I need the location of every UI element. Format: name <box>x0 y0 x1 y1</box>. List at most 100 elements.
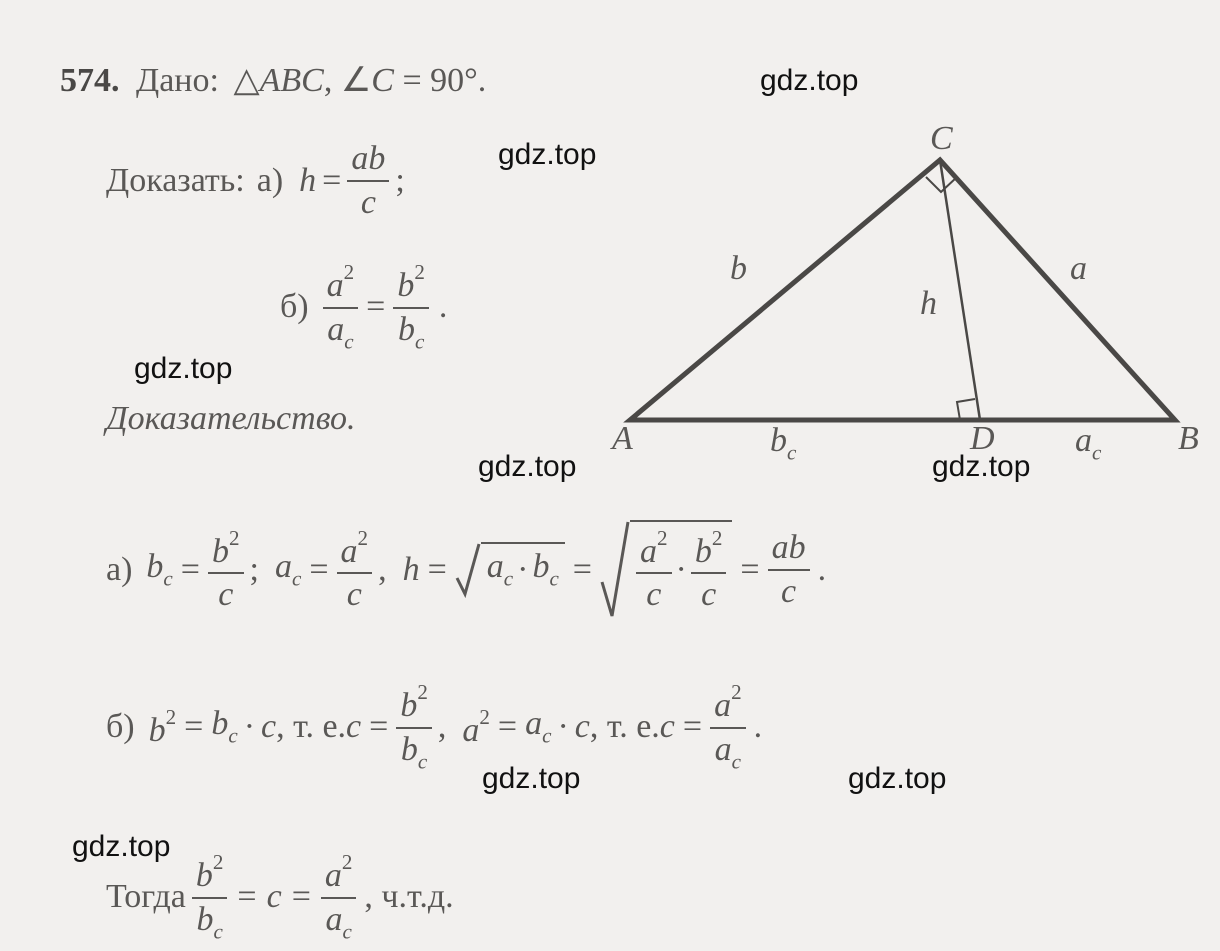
equals: = <box>366 288 385 326</box>
subc: c <box>163 567 172 591</box>
proof-label: Доказательство. <box>106 400 356 438</box>
proof-a-line: а) bc = b2 c ; ac = a2 c , h = ac · bc <box>106 520 826 620</box>
a: a <box>275 548 292 585</box>
var-h: h <box>299 162 316 200</box>
part-a-label: а) <box>106 551 132 589</box>
mul: · <box>244 708 255 746</box>
frac-num: b2 <box>393 260 429 307</box>
num: a2 <box>636 526 672 573</box>
triangle-name: ABC <box>260 62 324 99</box>
semicolon: ; <box>395 162 404 200</box>
line-prove-b: б) a2 ac = b2 bc . <box>280 260 447 354</box>
frac-num: a2 <box>323 260 359 307</box>
ac-a: a <box>1075 422 1092 459</box>
b2: b2 <box>149 705 177 750</box>
equals: = <box>181 551 200 589</box>
triangle-sym: △ <box>233 62 259 99</box>
label-side-b: b <box>730 250 747 288</box>
a: a <box>640 532 657 569</box>
s2: 2 <box>166 705 177 729</box>
b: b <box>397 267 414 304</box>
equals: = <box>369 708 388 746</box>
num: b2 <box>208 526 244 573</box>
te: , т. е. <box>590 708 660 746</box>
label-side-a: a <box>1070 250 1087 288</box>
prove-label: Доказать: <box>106 162 245 200</box>
equals: = <box>292 878 311 916</box>
equals: = <box>322 162 341 200</box>
s2: 2 <box>417 680 428 704</box>
watermark: gdz.top <box>498 138 596 172</box>
te: , т. е. <box>276 708 346 746</box>
sup2: 2 <box>344 260 355 284</box>
proof-b-line: б) b2 = bc · c , т. е. c = b2 bc , a2 = … <box>106 680 762 774</box>
ac: ac <box>487 548 513 591</box>
frac-den: bc <box>393 307 429 354</box>
frac-b2-bc: b2 bc <box>393 260 429 354</box>
equals: = <box>740 551 759 589</box>
proof-then-line: Тогда b2 bc = c = a2 ac , ч.т.д. <box>106 850 454 944</box>
mul: · <box>517 551 528 589</box>
b: b <box>146 548 163 585</box>
b: b <box>211 705 228 742</box>
then-label: Тогда <box>106 878 186 916</box>
frac-b2-c: b2 c <box>208 526 244 615</box>
den: c <box>768 569 810 611</box>
den: ac <box>321 897 357 944</box>
sqrt-sign-icon <box>600 520 630 620</box>
a: a <box>715 731 732 768</box>
den: bc <box>192 897 228 944</box>
part-b-label: б) <box>106 708 135 746</box>
sc: c <box>418 749 427 773</box>
c: c <box>575 708 590 746</box>
ac-subc: c <box>1092 440 1101 464</box>
b: b <box>401 731 418 768</box>
frac-b2-bc: b2 bc <box>396 680 432 774</box>
ac-eq: ac <box>275 548 301 591</box>
sqrt-acbc: ac · bc <box>455 542 565 598</box>
num: ab <box>768 529 810 569</box>
equals: = <box>683 708 702 746</box>
line-given: 574. Дано: △ABC, ∠C = 90°. <box>60 60 486 100</box>
watermark: gdz.top <box>848 762 946 796</box>
num: a2 <box>337 526 373 573</box>
frac-a2-ac: a2 ac <box>323 260 359 354</box>
a2: a2 <box>462 705 490 750</box>
frac-den: ac <box>323 307 359 354</box>
b: b <box>400 687 417 724</box>
mul: · <box>676 551 687 589</box>
label-c: C <box>930 120 953 158</box>
den: ac <box>710 727 746 774</box>
var-h: h <box>403 551 420 589</box>
comma-angle: , ∠ <box>324 62 371 99</box>
dot: . <box>439 288 448 326</box>
den: bc <box>396 727 432 774</box>
frac-num: ab <box>347 140 389 180</box>
label-b: B <box>1178 420 1199 458</box>
equals: = <box>428 551 447 589</box>
label-d: D <box>970 420 995 458</box>
num: b2 <box>396 680 432 727</box>
den: c <box>337 572 373 614</box>
watermark: gdz.top <box>760 64 858 98</box>
sc: c <box>213 919 222 943</box>
frac-ab-c-final: ab c <box>768 529 810 611</box>
num: b2 <box>192 850 228 897</box>
problem-number: 574. <box>60 62 120 99</box>
a: a <box>714 687 731 724</box>
ac: ac <box>525 705 551 748</box>
s2: 2 <box>657 526 668 550</box>
b: b <box>196 857 213 894</box>
b: b <box>196 901 213 938</box>
label-ac: ac <box>1075 422 1101 465</box>
subc: c <box>415 329 424 353</box>
watermark: gdz.top <box>478 450 576 484</box>
sup2: 2 <box>414 260 425 284</box>
b: b <box>695 532 712 569</box>
den: c <box>636 572 672 614</box>
frac-b2-c-in: b2 c <box>691 526 727 615</box>
sc: c <box>542 724 551 748</box>
frac-a2-c-in: a2 c <box>636 526 672 615</box>
c: c <box>346 708 361 746</box>
b: b <box>212 532 229 569</box>
